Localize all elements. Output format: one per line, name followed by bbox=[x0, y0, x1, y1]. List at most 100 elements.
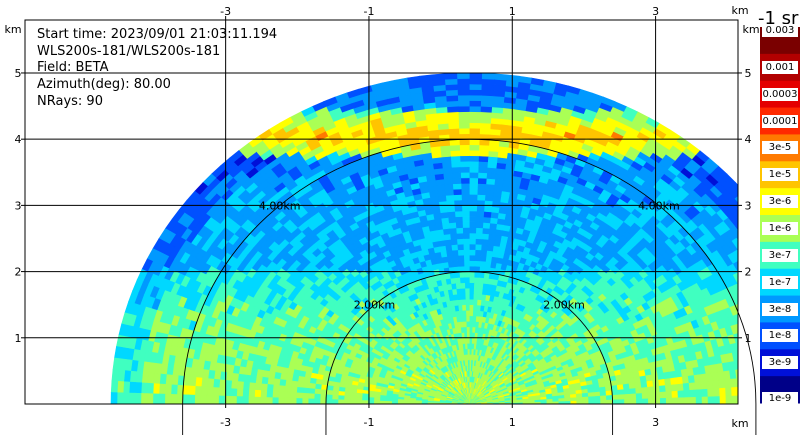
range-gate bbox=[695, 388, 703, 397]
range-gate bbox=[445, 89, 458, 97]
range-gate bbox=[465, 315, 470, 322]
range-gate bbox=[476, 194, 486, 201]
range-gate bbox=[443, 178, 453, 185]
range-gate bbox=[446, 105, 459, 113]
range-gate bbox=[640, 380, 648, 388]
range-gate bbox=[480, 105, 493, 113]
range-gate bbox=[475, 227, 483, 234]
range-gate bbox=[659, 397, 667, 404]
range-gate bbox=[468, 276, 475, 283]
range-gate bbox=[457, 249, 464, 256]
range-gate bbox=[605, 394, 613, 400]
range-gate bbox=[480, 249, 488, 257]
range-gate bbox=[751, 328, 759, 339]
range-gate bbox=[624, 398, 631, 404]
range-gate bbox=[468, 238, 476, 245]
range-gate bbox=[730, 377, 738, 388]
range-gate bbox=[731, 386, 738, 396]
range-gate bbox=[478, 271, 485, 279]
range-gate bbox=[463, 271, 470, 278]
range-gate bbox=[446, 111, 459, 119]
range-gate bbox=[455, 221, 463, 229]
range-gate bbox=[623, 388, 631, 395]
range-gate bbox=[635, 392, 643, 399]
range-gate bbox=[440, 156, 452, 163]
range-gate bbox=[451, 177, 462, 185]
range-gate bbox=[481, 227, 490, 235]
beta-heatmap bbox=[110, 72, 761, 404]
range-gate bbox=[713, 387, 721, 397]
range-gate bbox=[445, 94, 459, 102]
range-gate bbox=[707, 395, 715, 404]
range-gate bbox=[446, 205, 456, 213]
range-gate bbox=[454, 210, 463, 218]
range-gate bbox=[468, 155, 479, 162]
range-gate bbox=[477, 183, 487, 190]
range-gate bbox=[588, 399, 595, 404]
range-gate bbox=[734, 195, 738, 203]
range-gate bbox=[748, 319, 757, 330]
range-gate bbox=[487, 156, 498, 163]
range-gate bbox=[468, 348, 472, 355]
range-gate bbox=[460, 171, 470, 179]
range-gate bbox=[468, 271, 475, 278]
range-gate bbox=[484, 194, 494, 202]
range-gate bbox=[444, 189, 454, 196]
range-gate bbox=[475, 232, 483, 240]
range-gate bbox=[612, 398, 619, 404]
range-gate bbox=[749, 252, 760, 264]
range-gate bbox=[471, 320, 476, 328]
range-gate bbox=[468, 133, 480, 140]
range-gate bbox=[653, 391, 661, 399]
range-gate bbox=[737, 395, 738, 404]
range-gate bbox=[456, 238, 464, 245]
range-gate bbox=[468, 149, 480, 157]
range-gate bbox=[713, 395, 721, 404]
range-gate bbox=[461, 205, 470, 212]
range-gate bbox=[676, 382, 685, 391]
range-gate bbox=[447, 211, 456, 218]
range-gate bbox=[477, 161, 488, 168]
range-gate bbox=[665, 390, 673, 398]
range-gate bbox=[701, 388, 709, 397]
range-gate bbox=[594, 395, 601, 401]
range-gate bbox=[468, 304, 474, 311]
range-gate bbox=[576, 400, 584, 404]
range-gate bbox=[735, 368, 738, 379]
range-gate bbox=[463, 249, 470, 256]
range-gate bbox=[477, 172, 488, 179]
range-gate bbox=[749, 213, 761, 225]
range-gate bbox=[456, 232, 464, 240]
range-gate bbox=[712, 379, 720, 389]
range-gate bbox=[468, 343, 472, 350]
range-gate bbox=[444, 239, 452, 246]
range-gate bbox=[484, 261, 492, 268]
range-gate bbox=[677, 389, 685, 398]
range-gate bbox=[725, 386, 733, 397]
range-gate bbox=[582, 399, 590, 404]
range-gate bbox=[671, 396, 679, 404]
range-gate bbox=[442, 228, 451, 235]
range-gate bbox=[752, 297, 761, 308]
range-gate bbox=[735, 341, 738, 352]
range-gate bbox=[468, 320, 473, 328]
range-gate bbox=[694, 381, 702, 390]
range-gate bbox=[481, 72, 495, 80]
range-gate bbox=[456, 243, 464, 251]
range-gate bbox=[451, 249, 459, 257]
range-gate bbox=[629, 392, 637, 400]
range-gate bbox=[458, 133, 470, 140]
range-gate bbox=[465, 309, 470, 317]
range-gate bbox=[659, 390, 667, 399]
range-gate bbox=[465, 304, 470, 311]
range-gate bbox=[617, 388, 625, 395]
range-gate bbox=[468, 171, 479, 179]
range-gate bbox=[600, 399, 607, 404]
range-gate bbox=[463, 254, 470, 261]
range-gate bbox=[468, 199, 478, 206]
range-gate bbox=[689, 389, 697, 398]
range-gate bbox=[606, 399, 613, 404]
range-gate bbox=[468, 331, 473, 339]
range-gate bbox=[468, 138, 480, 146]
